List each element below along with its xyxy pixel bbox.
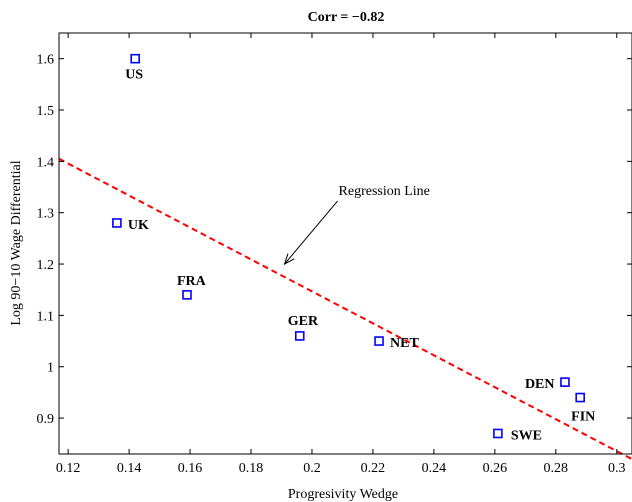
point-swe <box>493 428 503 439</box>
annotation-arrow-head <box>283 253 295 266</box>
x-tick-label: 0.2 <box>303 461 321 476</box>
x-axis: 0.12 0.14 0.16 0.18 0.2 0.22 0.24 0.26 0.28 0.3 <box>56 33 626 476</box>
y-axis-label: Log 90−10 Wage Differential <box>9 160 24 325</box>
y-tick-label: 1.5 <box>37 104 55 119</box>
point-fin <box>575 392 585 403</box>
point-ger <box>294 331 305 341</box>
x-tick-label: 0.14 <box>117 461 142 476</box>
y-tick-label: 1.2 <box>37 258 55 273</box>
point-net <box>374 336 384 346</box>
x-tick-label: 0.12 <box>56 461 81 476</box>
x-tick-label: 0.28 <box>544 461 569 476</box>
annotation-arrow-shaft <box>284 200 338 265</box>
point-label-fin: FIN <box>571 410 595 425</box>
point-label-swe: SWE <box>511 428 542 443</box>
x-tick-label: 0.24 <box>422 461 447 476</box>
y-axis: 0.9 1 1.1 1.2 1.3 1.4 1.5 1.6 <box>37 53 632 427</box>
plot-frame <box>58 32 632 455</box>
y-tick-label: 1.3 <box>37 207 55 222</box>
regression-line <box>58 157 632 461</box>
x-tick-label: 0.3 <box>608 461 626 476</box>
point-fra <box>182 290 192 300</box>
x-tick-label: 0.22 <box>361 461 386 476</box>
point-us <box>130 53 140 64</box>
y-tick-label: 0.9 <box>37 412 55 427</box>
y-tick-label: 1.6 <box>37 53 55 68</box>
point-label-fra: FRA <box>177 274 207 289</box>
point-label-den: DEN <box>525 377 555 392</box>
x-tick-label: 0.16 <box>178 461 203 476</box>
x-axis-label: Progresivity Wedge <box>288 487 398 502</box>
y-tick-label: 1.4 <box>37 155 55 170</box>
point-label-net: NET <box>390 336 419 351</box>
annotation-label: Regression Line <box>339 184 430 199</box>
chart-title: Corr = −0.82 <box>308 10 385 25</box>
point-label-uk: UK <box>128 218 149 233</box>
point-label-us: US <box>125 68 143 83</box>
point-den <box>560 377 570 387</box>
plot-marks: Regression Line US UK FRA GER NET SWE DEN FIN <box>58 53 632 461</box>
y-tick-label: 1 <box>47 361 54 376</box>
point-uk <box>112 218 122 228</box>
point-label-ger: GER <box>288 314 319 329</box>
y-tick-label: 1.1 <box>37 309 55 324</box>
x-tick-label: 0.18 <box>239 461 264 476</box>
x-tick-label: 0.26 <box>483 461 508 476</box>
